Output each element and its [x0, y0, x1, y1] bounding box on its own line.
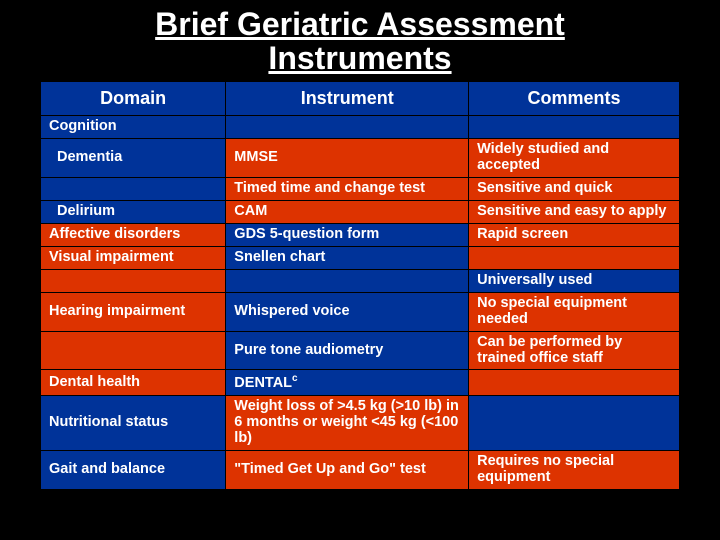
cell-domain: Nutritional status: [41, 396, 226, 451]
cell-comments: Can be performed by trained office staff: [469, 331, 680, 370]
cell-domain: Gait and balance: [41, 451, 226, 490]
table-body: CognitionDementiaMMSEWidely studied and …: [41, 116, 680, 490]
cell-domain: Dental health: [41, 370, 226, 396]
table-row: Affective disordersGDS 5-question formRa…: [41, 223, 680, 246]
header-comments: Comments: [469, 82, 680, 116]
cell-domain: Visual impairment: [41, 246, 226, 269]
slide-title: Brief Geriatric Assessment Instruments: [0, 0, 720, 75]
cell-domain: Affective disorders: [41, 223, 226, 246]
table-row: DementiaMMSEWidely studied and accepted: [41, 139, 680, 178]
cell-comments: [469, 396, 680, 451]
cell-domain: Delirium: [41, 200, 226, 223]
header-domain: Domain: [41, 82, 226, 116]
cell-comments: Sensitive and quick: [469, 178, 680, 201]
cell-comments: [469, 116, 680, 139]
table-row: Pure tone audiometryCan be performed by …: [41, 331, 680, 370]
table-row: Nutritional statusWeight loss of >4.5 kg…: [41, 396, 680, 451]
table-row: Gait and balance"Timed Get Up and Go" te…: [41, 451, 680, 490]
cell-comments: Widely studied and accepted: [469, 139, 680, 178]
cell-domain: [41, 269, 226, 292]
table-row: Timed time and change testSensitive and …: [41, 178, 680, 201]
header-instrument: Instrument: [226, 82, 469, 116]
cell-instrument: Pure tone audiometry: [226, 331, 469, 370]
cell-domain: [41, 331, 226, 370]
table-container: Domain Instrument Comments CognitionDeme…: [0, 75, 720, 490]
cell-instrument: MMSE: [226, 139, 469, 178]
table-row: Visual impairmentSnellen chart: [41, 246, 680, 269]
cell-instrument: [226, 269, 469, 292]
cell-instrument: Whispered voice: [226, 292, 469, 331]
cell-comments: [469, 246, 680, 269]
cell-comments: Rapid screen: [469, 223, 680, 246]
cell-instrument: Timed time and change test: [226, 178, 469, 201]
cell-domain: Dementia: [41, 139, 226, 178]
superscript: c: [292, 373, 298, 384]
cell-instrument: DENTALc: [226, 370, 469, 396]
cell-instrument: CAM: [226, 200, 469, 223]
cell-comments: Sensitive and easy to apply: [469, 200, 680, 223]
table-row: Hearing impairmentWhispered voiceNo spec…: [41, 292, 680, 331]
cell-domain: [41, 178, 226, 201]
table-row: Universally used: [41, 269, 680, 292]
table-row: DeliriumCAMSensitive and easy to apply: [41, 200, 680, 223]
cell-comments: Universally used: [469, 269, 680, 292]
cell-instrument: [226, 116, 469, 139]
table-row: Cognition: [41, 116, 680, 139]
table-header-row: Domain Instrument Comments: [41, 82, 680, 116]
cell-domain: Cognition: [41, 116, 226, 139]
cell-instrument: Weight loss of >4.5 kg (>10 lb) in 6 mon…: [226, 396, 469, 451]
title-line-1: Brief Geriatric Assessment: [155, 6, 565, 42]
cell-instrument: Snellen chart: [226, 246, 469, 269]
assessment-table: Domain Instrument Comments CognitionDeme…: [40, 81, 680, 490]
title-line-2: Instruments: [268, 40, 451, 76]
cell-comments: [469, 370, 680, 396]
table-row: Dental healthDENTALc: [41, 370, 680, 396]
cell-comments: No special equipment needed: [469, 292, 680, 331]
cell-domain: Hearing impairment: [41, 292, 226, 331]
cell-instrument: "Timed Get Up and Go" test: [226, 451, 469, 490]
cell-instrument: GDS 5-question form: [226, 223, 469, 246]
cell-comments: Requires no special equipment: [469, 451, 680, 490]
